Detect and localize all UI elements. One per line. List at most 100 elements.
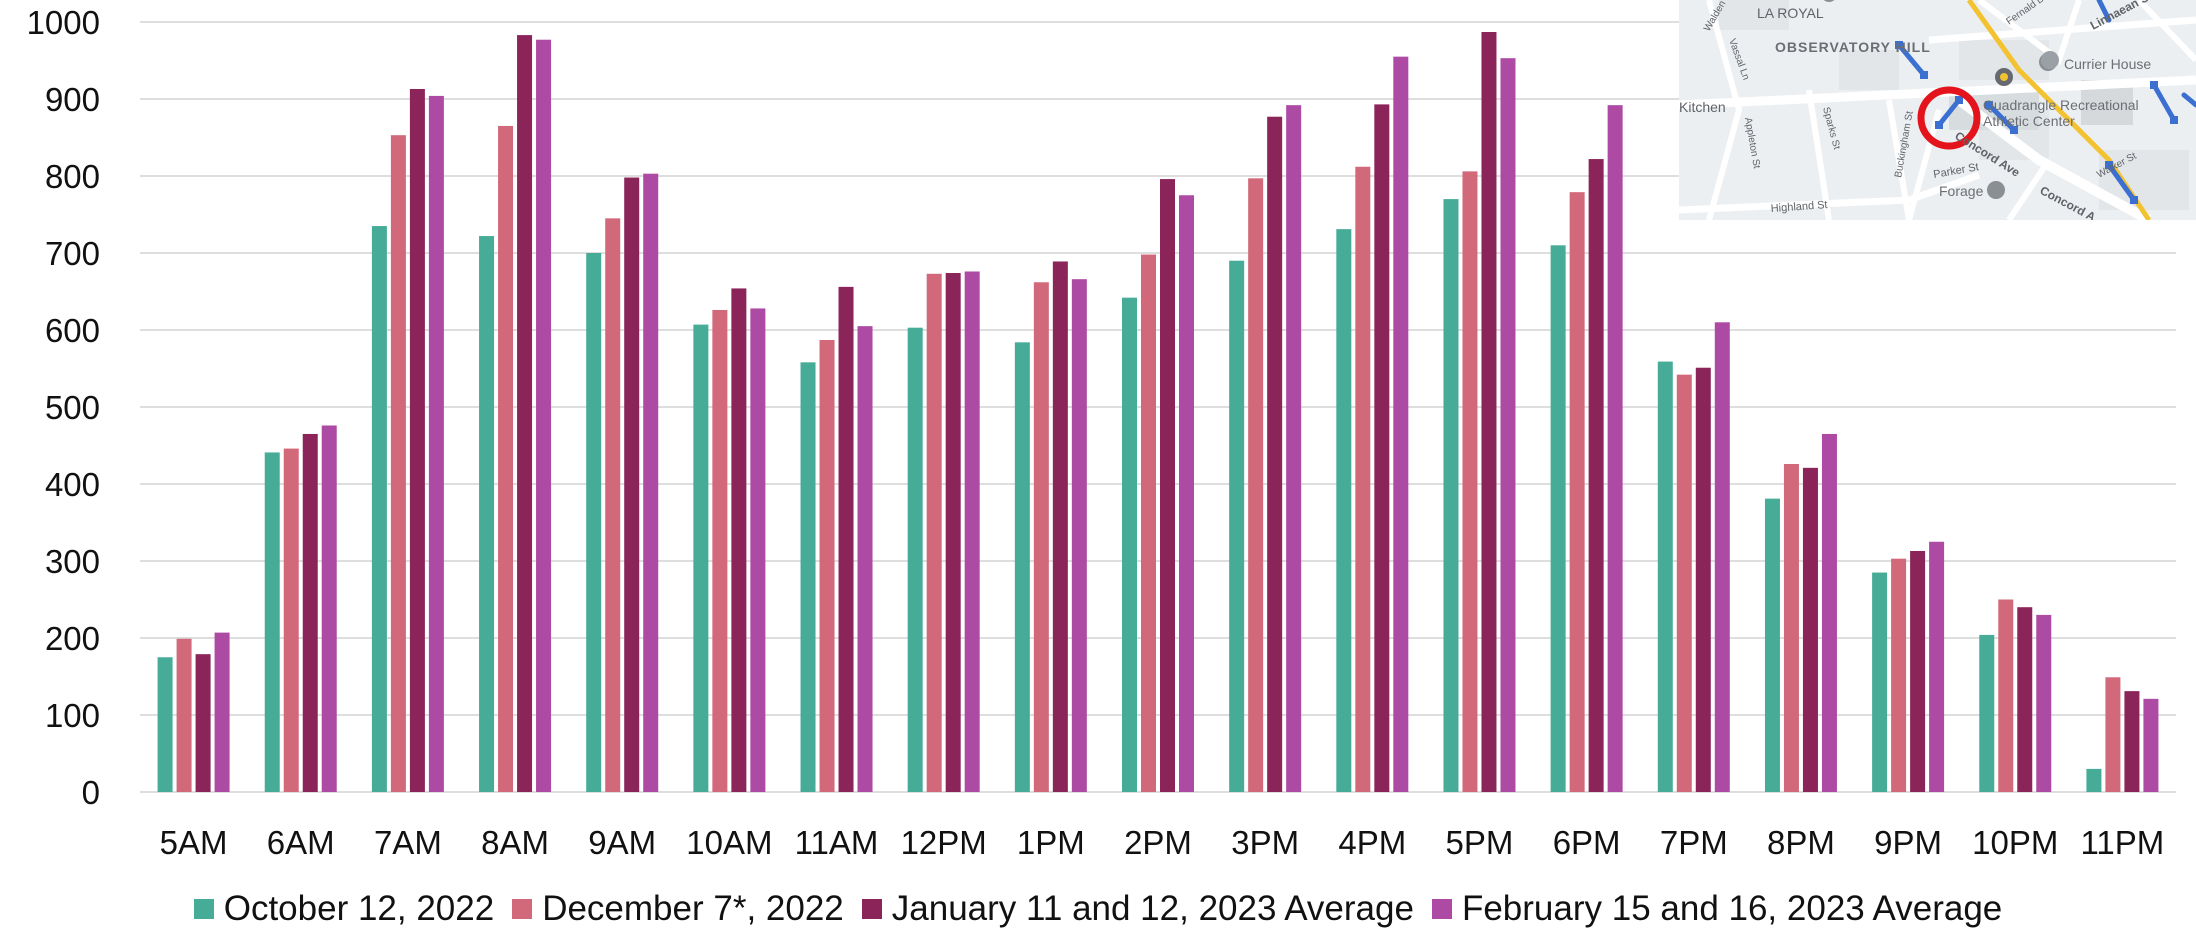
bar xyxy=(1071,279,1087,792)
legend-label: December 7*, 2022 xyxy=(542,889,844,928)
bar xyxy=(800,362,816,792)
bar xyxy=(1248,178,1264,792)
y-axis-ticks: 0 100 200 300 400 500 600 700 800 900 1000 xyxy=(27,4,100,811)
bar xyxy=(2124,691,2140,792)
x-tick-label: 9PM xyxy=(1874,824,1942,861)
map-label-currier-house: Currier House xyxy=(2064,56,2151,72)
x-tick-label: 10AM xyxy=(686,824,772,861)
bar xyxy=(1443,199,1459,793)
bar xyxy=(1160,179,1175,792)
map-label-observatory-hill: OBSERVATORY HILL xyxy=(1775,39,1931,55)
x-tick-label: 8PM xyxy=(1767,824,1835,861)
y-tick-label: 300 xyxy=(45,543,100,580)
bar xyxy=(1821,433,1837,792)
legend-item: February 15 and 16, 2023 Average xyxy=(1431,889,2003,929)
bar xyxy=(2143,698,2159,792)
bar xyxy=(643,173,659,792)
bar xyxy=(819,340,835,792)
bar xyxy=(2036,614,2052,792)
bar xyxy=(409,88,425,793)
bar xyxy=(1695,367,1711,792)
legend-label: January 11 and 12, 2023 Average xyxy=(891,889,1414,928)
legend-swatch xyxy=(193,899,214,919)
map-label-kitchen: Kitchen xyxy=(1679,99,1726,115)
legend-swatch xyxy=(861,899,882,919)
bar xyxy=(2017,607,2033,792)
bar xyxy=(1374,104,1390,792)
bar xyxy=(1910,550,1926,792)
x-tick-label: 11AM xyxy=(795,824,879,861)
bar xyxy=(536,39,552,792)
bar xyxy=(1122,297,1137,792)
x-tick-label: 10PM xyxy=(1972,824,2058,861)
y-tick-label: 700 xyxy=(45,235,100,272)
traffic-count-markers xyxy=(1896,0,2196,203)
x-tick-label: 12PM xyxy=(901,824,987,861)
bar xyxy=(517,35,533,792)
bar xyxy=(214,632,230,792)
legend-label: February 15 and 16, 2023 Average xyxy=(1461,889,2003,928)
map-label-forage: Forage xyxy=(1939,183,1984,199)
bars xyxy=(157,32,2159,793)
map-label-highland-st: Highland St xyxy=(1770,199,1828,215)
x-tick-label: 5PM xyxy=(1446,824,1514,861)
legend-swatch xyxy=(512,899,533,919)
bar xyxy=(1141,254,1156,793)
bar xyxy=(1657,361,1673,792)
bar xyxy=(1979,634,1995,792)
legend-item: January 11 and 12, 2023 Average xyxy=(861,889,1414,929)
map-label-la-royal: LA ROYAL xyxy=(1757,5,1824,21)
x-tick-label: 5AM xyxy=(160,824,228,861)
bar xyxy=(1052,261,1068,793)
bar xyxy=(1014,342,1030,792)
y-tick-label: 1000 xyxy=(27,4,100,41)
y-tick-label: 600 xyxy=(45,312,100,349)
map-graphic: LA ROYAL OBSERVATORY HILL Currier House … xyxy=(1679,0,2196,220)
bar xyxy=(838,286,854,792)
highlight-circle xyxy=(1917,86,1981,150)
y-tick-label: 900 xyxy=(45,81,100,118)
bar xyxy=(1569,192,1585,793)
location-map-inset: LA ROYAL OBSERVATORY HILL Currier House … xyxy=(1679,0,2196,220)
bar xyxy=(371,226,387,793)
legend-item: December 7*, 2022 xyxy=(512,889,844,929)
bar xyxy=(624,177,640,793)
bar xyxy=(498,125,514,792)
bar xyxy=(1481,32,1497,792)
bar xyxy=(1872,572,1888,792)
bar xyxy=(964,271,980,793)
x-tick-label: 6AM xyxy=(267,824,335,861)
bar xyxy=(1998,599,2014,792)
y-tick-label: 400 xyxy=(45,466,100,503)
bar xyxy=(1229,260,1245,792)
bar xyxy=(857,326,873,792)
x-tick-label: 7PM xyxy=(1660,824,1728,861)
bar xyxy=(731,288,747,792)
bar xyxy=(1286,105,1302,792)
bar xyxy=(1355,166,1371,792)
bar xyxy=(428,95,444,793)
bar xyxy=(1607,105,1623,792)
bar xyxy=(321,425,337,792)
bar xyxy=(1267,116,1283,792)
x-tick-label: 9AM xyxy=(588,824,656,861)
legend-label: October 12, 2022 xyxy=(223,889,495,928)
x-tick-label: 11PM xyxy=(2081,824,2165,861)
bar xyxy=(283,448,299,792)
bar xyxy=(945,273,961,792)
bar xyxy=(1764,498,1780,792)
bar xyxy=(693,324,709,792)
bar xyxy=(390,135,406,792)
bar xyxy=(712,309,728,792)
bar xyxy=(926,273,942,792)
y-tick-label: 0 xyxy=(82,774,100,811)
y-tick-label: 100 xyxy=(45,697,100,734)
y-tick-label: 200 xyxy=(45,620,100,657)
bar xyxy=(1891,558,1907,792)
bar xyxy=(1179,195,1194,792)
bar xyxy=(1550,245,1566,793)
bar xyxy=(1714,322,1730,792)
x-tick-label: 1PM xyxy=(1017,824,1085,861)
x-axis-ticks: 5AM 6AM 7AM 8AM 9AM 10AM 11AM 12PM 1PM 2PM 3PM 4PM 5… xyxy=(160,824,2165,861)
